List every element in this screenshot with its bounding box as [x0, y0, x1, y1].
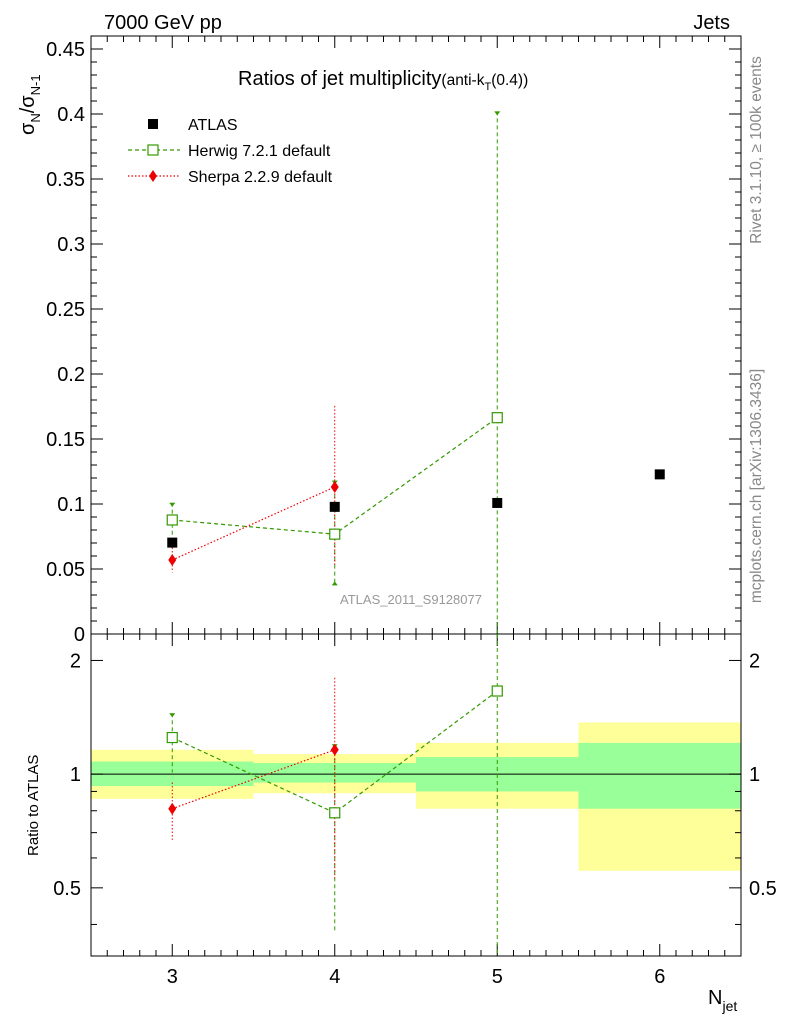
svg-text:σN/σN-1: σN/σN-1 — [17, 74, 43, 135]
main-ytick-label: 0.25 — [46, 299, 85, 321]
ratio-ytick-label-right: 1 — [749, 764, 760, 786]
legend-atlas-marker — [148, 119, 158, 129]
mcplots-reference-label: mcplots.cern.ch [arXiv:1306.3436] — [748, 368, 765, 604]
xlabel-idx: jet — [721, 998, 737, 1014]
plot-title-sub-post: (0.4)) — [491, 72, 528, 89]
xtick-label: 3 — [167, 966, 178, 988]
ratio-ytick-label-left: 0.5 — [53, 878, 81, 900]
ylabel-sigma-den: σ — [17, 95, 39, 108]
ratio-herwig-err-cap — [169, 713, 176, 718]
axis-labels: 0 0.05 0.1 0.15 0.2 0.25 0.3 0.35 0.4 0.45 3 4 5 6 0.5… — [46, 39, 777, 988]
atlas-point — [492, 497, 503, 508]
legend-herwig-label: Herwig 7.2.1 default — [188, 143, 331, 160]
legend: ATLAS Herwig 7.2.1 default Sherpa 2.2.9 de… — [128, 117, 333, 186]
plot-title-sub-idx: T — [484, 81, 491, 93]
ratio-ytick-label-right: 0.5 — [749, 878, 777, 900]
ylabel-sigma-num: σ — [17, 122, 39, 135]
ratio-herwig-point — [329, 807, 341, 819]
herwig-err-cap — [331, 581, 338, 586]
herwig-point — [329, 528, 341, 540]
xlabel-main: N — [708, 987, 722, 1009]
ylabel-index-num: N — [28, 113, 43, 122]
sherpa-point — [168, 554, 177, 567]
atlas-point — [654, 469, 665, 480]
rivet-version-label: Rivet 3.1.10, ≥ 100k events — [748, 56, 765, 244]
ratio-herwig-point — [491, 685, 503, 697]
ratio-sherpa-line — [172, 749, 335, 810]
main-ytick-label: 0.4 — [57, 104, 85, 126]
main-ytick-label: 0.35 — [46, 169, 85, 191]
main-ytick-label: 0.3 — [57, 234, 85, 256]
xtick-label: 5 — [492, 966, 503, 988]
main-ytick-label: 0.05 — [46, 559, 85, 581]
plot-title-main: Ratios of jet multiplicity — [238, 68, 441, 90]
main-ytick-label: 0 — [74, 624, 85, 646]
sherpa-point — [330, 480, 339, 493]
xlabel: Njet — [708, 987, 737, 1014]
legend-herwig-marker — [147, 144, 159, 156]
legend-atlas-label: ATLAS — [188, 117, 238, 134]
xtick-label: 6 — [654, 966, 665, 988]
ratio-ylabel: Ratio to ATLAS — [25, 755, 42, 856]
ylabel-slash: / — [17, 107, 39, 113]
legend-sherpa-marker — [149, 170, 157, 182]
main-ytick-label: 0.2 — [57, 364, 85, 386]
herwig-err-cap — [169, 502, 176, 507]
ylabel-index-den: N-1 — [28, 74, 43, 95]
main-ytick-label: 0.15 — [46, 429, 85, 451]
atlas-point — [167, 537, 178, 548]
plot-title: Ratios of jet multiplicity(anti-kT(0.4)) — [238, 68, 528, 93]
herwig-point — [166, 514, 178, 526]
ratio-ytick-label-left: 2 — [70, 650, 81, 672]
data-markers — [166, 412, 665, 819]
ratio-ytick-label-right: 2 — [749, 650, 760, 672]
main-ytick-label: 0.1 — [57, 494, 85, 516]
ratio-herwig-point — [166, 731, 178, 744]
main-ylabel: σN/σN-1 — [17, 74, 43, 135]
ratio-sherpa-point — [330, 743, 339, 756]
sherpa-line — [172, 486, 335, 561]
ratio-sherpa-point — [168, 802, 177, 815]
energy-label: 7000 GeV pp — [104, 12, 222, 34]
legend-sherpa-label: Sherpa 2.2.9 default — [188, 169, 333, 186]
herwig-point — [491, 412, 503, 424]
herwig-err-cap — [494, 111, 501, 116]
analysis-watermark: ATLAS_2011_S9128077 — [340, 592, 482, 607]
ratio-herwig-line — [171, 690, 498, 814]
plot-title-sub-pre: (anti-k — [441, 72, 484, 89]
atlas-point — [329, 501, 340, 512]
band-inner-3 — [578, 742, 741, 809]
main-ytick-label: 0.45 — [46, 39, 85, 61]
category-label: Jets — [693, 12, 730, 34]
ratio-ytick-label-left: 1 — [70, 764, 81, 786]
xtick-label: 4 — [329, 966, 340, 988]
